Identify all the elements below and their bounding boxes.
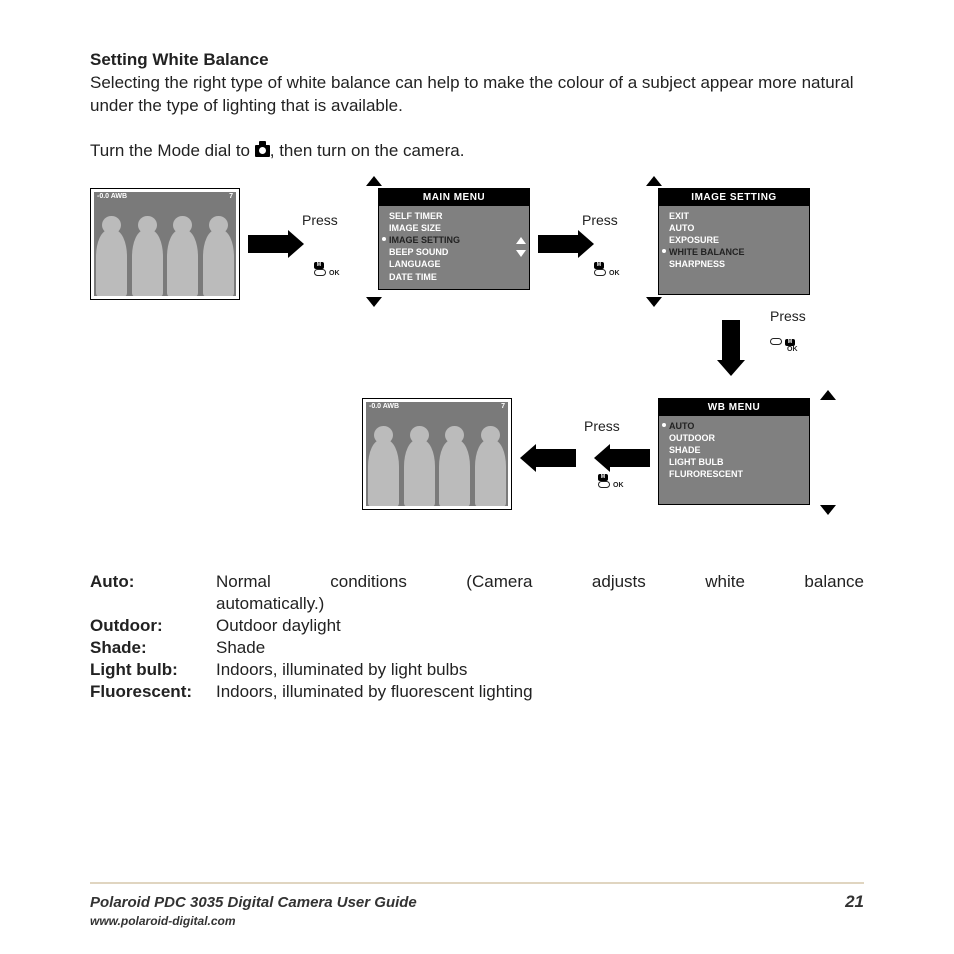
instruction-pre: Turn the Mode dial to [90, 141, 255, 160]
osd-left: -0.0 AWB [369, 403, 399, 410]
def-text: Normal conditions (Camera adjusts white … [216, 572, 864, 592]
page-number: 21 [845, 892, 864, 912]
nav-up-icon [646, 176, 662, 186]
def-text: Shade [216, 638, 864, 658]
nav-up-icon [820, 390, 836, 400]
def-label: Light bulb: [90, 660, 216, 680]
scroll-down-icon [516, 250, 526, 257]
wb-menu-title: WB MENU [659, 399, 809, 416]
menu-item: LIGHT BULB [669, 456, 805, 468]
def-label: Fluorescent: [90, 682, 216, 702]
ok-button-4: MOK [598, 474, 624, 489]
arrow-head-3 [717, 360, 745, 376]
wb-menu: WB MENU AUTO OUTDOOR SHADE LIGHT BULB FL… [658, 398, 810, 505]
menu-item: FLURORESCENT [669, 468, 805, 480]
lcd-preview-1: -0.0 AWB 7 [90, 188, 240, 300]
arrow-head-4b [520, 444, 536, 472]
press-label-4: Press [584, 418, 620, 434]
press-label-2: Press [582, 212, 618, 228]
footer-title: Polaroid PDC 3035 Digital Camera User Gu… [90, 894, 417, 911]
main-menu-title: MAIN MENU [379, 189, 529, 206]
def-label: Shade: [90, 638, 216, 658]
menu-item: LANGUAGE [389, 258, 525, 270]
menu-item: SHARPNESS [669, 258, 805, 270]
menu-item: DATE TIME [389, 271, 525, 283]
def-label: Outdoor: [90, 616, 216, 636]
nav-down-icon [366, 297, 382, 307]
intro-text: Selecting the right type of white balanc… [90, 72, 864, 118]
menu-item: AUTO [669, 222, 805, 234]
ok-button-2: MOK [594, 262, 620, 277]
section-heading: Setting White Balance [90, 50, 864, 70]
def-label: Auto: [90, 572, 216, 592]
menu-item-selected: IMAGE SETTING [389, 234, 525, 246]
menu-item: IMAGE SIZE [389, 222, 525, 234]
def-lightbulb: Light bulb: Indoors, illuminated by ligh… [90, 660, 864, 680]
scroll-up-icon [516, 237, 526, 244]
def-text: automatically.) [216, 594, 864, 614]
ok-button-1: MOK [314, 262, 340, 277]
def-text: Outdoor daylight [216, 616, 864, 636]
navigation-diagram: -0.0 AWB 7 Press MOK MAIN MENU SELF TIMER… [90, 180, 864, 560]
menu-item: EXIT [669, 210, 805, 222]
arrow-head-4a [594, 444, 610, 472]
def-shade: Shade: Shade [90, 638, 864, 658]
arrow-left-4b [536, 449, 576, 467]
camera-icon [255, 145, 270, 157]
menu-item: SELF TIMER [389, 210, 525, 222]
arrow-head-1 [288, 230, 304, 258]
def-text: Indoors, illuminated by fluorescent ligh… [216, 682, 864, 702]
instruction-post: , then turn on the camera. [270, 141, 465, 160]
definitions-list: Auto: Normal conditions (Camera adjusts … [90, 572, 864, 702]
nav-down-icon [820, 505, 836, 515]
menu-item: BEEP SOUND [389, 246, 525, 258]
menu-item: EXPOSURE [669, 234, 805, 246]
arrow-head-2 [578, 230, 594, 258]
arrow-down-3 [722, 320, 740, 360]
arrow-right-1 [248, 235, 288, 253]
ok-button-3: MOK [770, 338, 798, 353]
osd-right: 7 [229, 193, 233, 200]
footer-url: www.polaroid-digital.com [90, 914, 864, 928]
menu-item: OUTDOOR [669, 432, 805, 444]
def-outdoor: Outdoor: Outdoor daylight [90, 616, 864, 636]
def-fluorescent: Fluorescent: Indoors, illuminated by flu… [90, 682, 864, 702]
arrow-left-4a [610, 449, 650, 467]
lcd-preview-2: -0.0 AWB 7 [362, 398, 512, 510]
press-label-3: Press [770, 308, 806, 324]
osd-left: -0.0 AWB [97, 193, 127, 200]
page-footer: Polaroid PDC 3035 Digital Camera User Gu… [0, 872, 954, 928]
menu-item-selected: WHITE BALANCE [669, 246, 805, 258]
arrow-right-2 [538, 235, 578, 253]
menu-item-selected: AUTO [669, 420, 805, 432]
menu-item: SHADE [669, 444, 805, 456]
nav-down-icon [646, 297, 662, 307]
nav-up-icon [366, 176, 382, 186]
press-label-1: Press [302, 212, 338, 228]
def-auto-cont: automatically.) [90, 594, 864, 614]
def-auto: Auto: Normal conditions (Camera adjusts … [90, 572, 864, 592]
image-setting-menu: IMAGE SETTING EXIT AUTO EXPOSURE WHITE B… [658, 188, 810, 295]
main-menu: MAIN MENU SELF TIMER IMAGE SIZE IMAGE SE… [378, 188, 530, 290]
instruction-text: Turn the Mode dial to , then turn on the… [90, 140, 864, 163]
def-text: Indoors, illuminated by light bulbs [216, 660, 864, 680]
image-menu-title: IMAGE SETTING [659, 189, 809, 206]
osd-right: 7 [501, 403, 505, 410]
